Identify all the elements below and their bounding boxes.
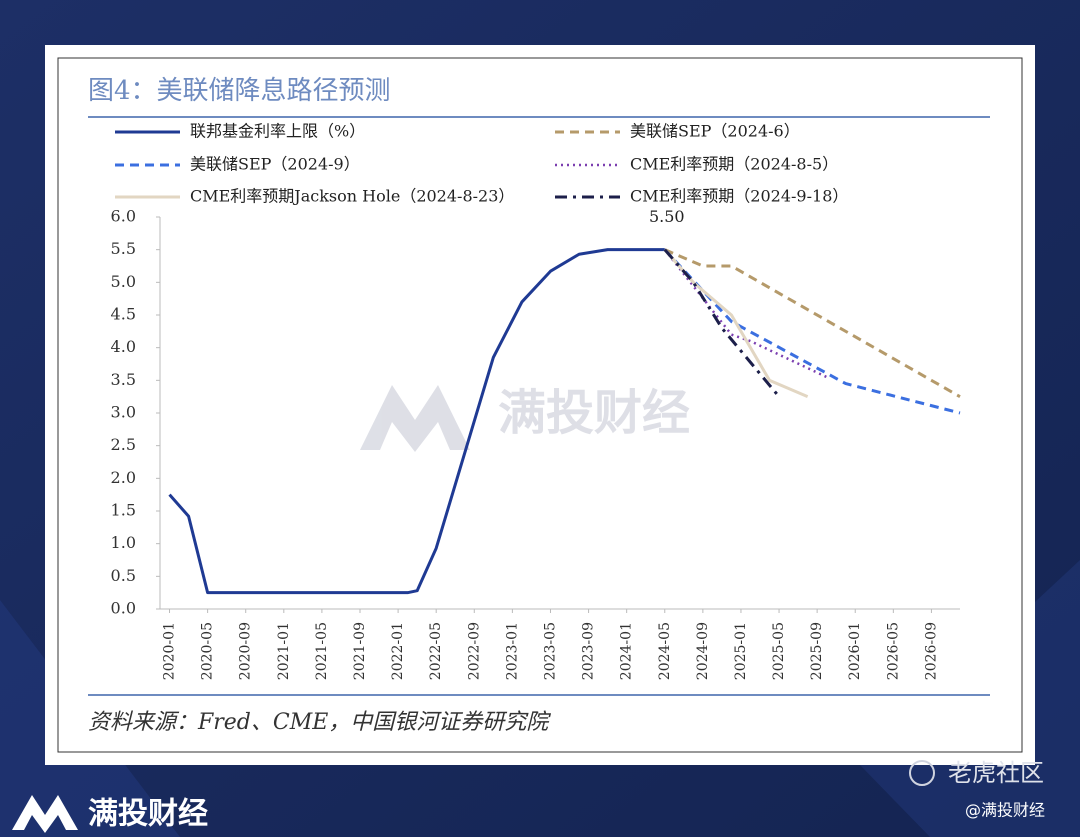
y-tick-label: 2.5 (111, 435, 136, 454)
x-tick-label: 2026-05 (885, 622, 901, 680)
x-tick-label: 2024-01 (619, 622, 635, 680)
x-tick-label: 2023-01 (504, 622, 520, 680)
x-tick-label: 2023-05 (542, 622, 558, 680)
legend-label: 联邦基金利率上限（%） (190, 122, 365, 141)
y-tick-label: 0.5 (111, 566, 136, 585)
y-tick-label: 4.0 (111, 337, 136, 356)
x-tick-label: 2021-05 (314, 622, 330, 680)
legend-label: CME利率预期Jackson Hole（2024-8-23） (190, 187, 514, 206)
y-tick-label: 0.0 (111, 599, 136, 618)
legend-label: CME利率预期（2024-8-5） (630, 155, 838, 174)
handle: @满投财经 (965, 801, 1045, 820)
y-tick-label: 1.5 (111, 501, 136, 520)
x-tick-label: 2020-05 (200, 622, 216, 680)
watermark: 满投财经 (360, 385, 690, 452)
x-tick-label: 2023-09 (581, 622, 597, 680)
x-tick-label: 2026-01 (847, 622, 863, 680)
y-tick-label: 5.5 (111, 239, 136, 258)
x-tick-label: 2024-05 (657, 622, 673, 680)
x-tick-label: 2021-09 (352, 622, 368, 680)
brand: 满投财经 (88, 797, 208, 832)
x-tick-label: 2025-09 (809, 622, 825, 680)
x-tick-label: 2021-01 (276, 622, 292, 680)
series-line (168, 248, 665, 595)
y-tick-label: 1.0 (111, 533, 136, 552)
legend-label: CME利率预期（2024-9-18） (630, 187, 848, 206)
legend-label: 美联储SEP（2024-6） (630, 122, 800, 141)
x-tick-label: 2020-01 (162, 622, 178, 680)
chart-title: 图4：美联储降息路径预测 (88, 76, 391, 106)
plot: 0.0 0.5 1.0 1.5 2.0 2.5 3.0 3.5 4.0 4.5 5.0 5.5 6.0 2… (111, 122, 961, 680)
brand-logo (12, 795, 78, 833)
x-tick-label: 2025-05 (771, 622, 787, 680)
series-line (663, 248, 781, 398)
x-tick-label: 2024-09 (695, 622, 711, 680)
x-tick-label: 2025-01 (733, 622, 749, 680)
y-tick-label: 4.5 (111, 305, 136, 324)
x-tick-label: 2022-09 (466, 622, 482, 680)
series-line (664, 248, 961, 398)
y-tick-label: 2.0 (111, 468, 136, 487)
community-icon (909, 760, 935, 786)
x-tick-label: 2022-05 (428, 622, 444, 680)
y-tick-label: 3.5 (111, 370, 136, 389)
card-border (57, 57, 1023, 753)
community: 老虎社区 (948, 759, 1044, 787)
x-tick-label: 2022-01 (390, 622, 406, 680)
x-tick-label: 2026-09 (923, 622, 939, 680)
y-tick-label: 5.0 (111, 272, 136, 291)
x-tick-label: 2020-09 (238, 622, 254, 680)
card (45, 45, 1035, 765)
watermark-logo (360, 385, 470, 452)
legend-label: 美联储SEP（2024-9） (190, 155, 360, 174)
watermark-text: 满投财经 (498, 385, 690, 441)
source: 资料来源：Fred、CME，中国银河证券研究院 (88, 710, 551, 735)
annotation: 5.50 (649, 207, 685, 226)
y-tick-label: 3.0 (111, 403, 136, 422)
y-tick-label: 6.0 (111, 207, 136, 226)
